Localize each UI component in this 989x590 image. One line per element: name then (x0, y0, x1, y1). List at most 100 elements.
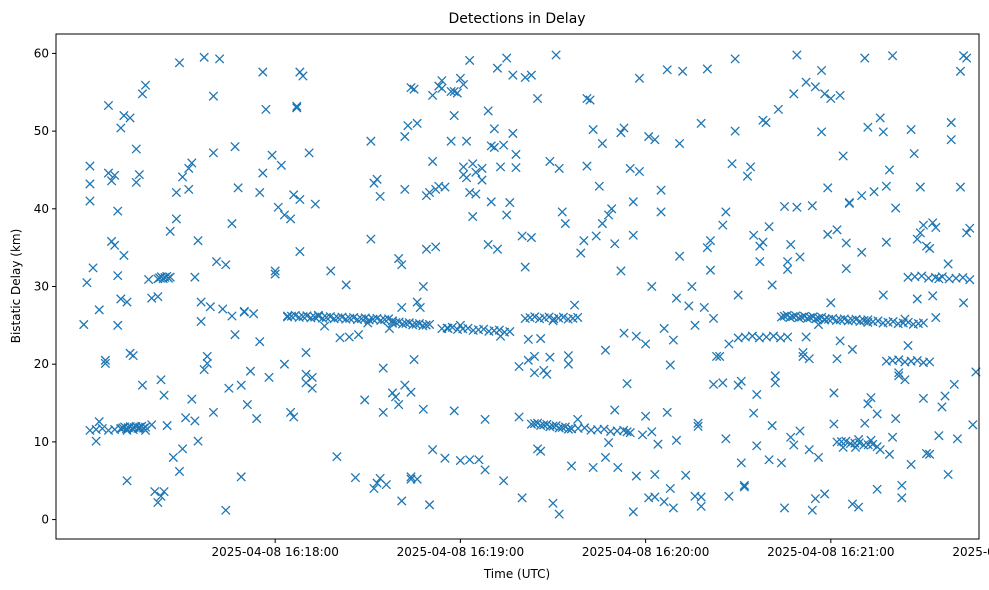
data-point-marker (912, 355, 922, 366)
data-point-marker (372, 174, 382, 184)
data-point-marker (273, 202, 283, 212)
data-point-marker (603, 438, 614, 448)
data-point-marker (796, 312, 807, 322)
data-point-marker (934, 431, 944, 441)
data-point-marker (156, 491, 166, 501)
data-point-marker (91, 436, 101, 446)
data-point-marker (582, 161, 592, 171)
data-point-marker (332, 451, 342, 462)
data-point-marker (819, 489, 830, 499)
data-point-marker (798, 351, 808, 362)
x-tick-label: 2025-04-08 16:18:00 (211, 545, 338, 559)
data-point-marker (786, 239, 796, 250)
data-point-marker (307, 372, 317, 383)
data-point-marker (606, 204, 617, 214)
data-point-marker (461, 136, 472, 146)
data-point-marker (931, 312, 941, 323)
data-point-marker (767, 420, 777, 431)
y-tick-label: 40 (34, 202, 49, 216)
data-point-marker (789, 440, 799, 450)
data-point-marker (872, 484, 882, 494)
data-point-marker (289, 190, 299, 200)
y-tick-label: 10 (34, 435, 49, 449)
data-point-marker (684, 301, 694, 311)
data-point-marker (566, 461, 577, 471)
data-point-marker (109, 240, 120, 250)
data-point-marker (835, 90, 845, 101)
data-point-marker (378, 363, 388, 373)
data-point-marker (884, 449, 895, 459)
data-point-marker (708, 313, 719, 324)
data-point-marker (847, 344, 858, 355)
data-point-marker (285, 214, 296, 224)
data-point-marker (502, 210, 512, 220)
data-point-marker (702, 242, 713, 253)
data-point-marker (558, 312, 569, 322)
data-point-marker (298, 71, 308, 81)
data-point-marker (887, 51, 898, 61)
data-point-marker (616, 266, 626, 276)
data-point-marker (526, 232, 537, 243)
data-point-marker (569, 300, 580, 310)
data-point-marker (696, 118, 706, 129)
data-point-marker (807, 201, 817, 211)
data-point-marker (563, 424, 574, 434)
data-point-marker (696, 492, 706, 502)
data-point-marker (498, 476, 509, 486)
data-point-marker (748, 408, 759, 418)
data-point-marker (125, 113, 135, 123)
data-point-marker (502, 53, 512, 63)
data-point-marker (802, 313, 813, 324)
data-point-marker (727, 159, 737, 169)
data-point-marker (924, 449, 935, 459)
y-tick-label: 30 (34, 280, 49, 294)
data-point-marker (869, 187, 879, 197)
data-point-marker (208, 148, 219, 158)
data-point-marker (171, 214, 182, 224)
data-point-marker (736, 376, 746, 386)
data-point-marker (258, 67, 268, 77)
data-point-marker (946, 135, 956, 145)
data-point-marker (119, 250, 129, 261)
data-point-marker (715, 351, 725, 362)
data-point-marker (520, 262, 530, 272)
data-point-marker (961, 228, 972, 238)
data-point-marker (184, 184, 194, 195)
data-point-marker (463, 323, 473, 333)
data-point-marker (292, 101, 302, 111)
data-point-marker (786, 432, 796, 442)
data-points (79, 50, 981, 519)
data-point-marker (208, 407, 219, 418)
data-point-marker (452, 88, 462, 98)
data-point-marker (131, 144, 141, 154)
chart-title: Detections in Delay (448, 11, 585, 27)
data-point-marker (779, 311, 789, 321)
data-point-marker (711, 351, 722, 362)
data-point-marker (295, 246, 305, 257)
data-point-marker (748, 230, 759, 240)
data-point-marker (545, 352, 555, 362)
data-point-marker (823, 229, 833, 240)
data-point-marker (177, 444, 188, 454)
data-point-marker (122, 297, 132, 307)
data-point-marker (397, 260, 407, 270)
data-point-marker (82, 277, 92, 288)
data-point-marker (446, 86, 456, 97)
data-point-marker (631, 471, 642, 481)
data-point-marker (644, 131, 654, 142)
data-point-marker (505, 326, 515, 337)
data-point-marker (310, 312, 320, 322)
data-point-marker (196, 316, 206, 327)
data-point-marker (390, 392, 401, 402)
data-point-marker (591, 231, 601, 241)
data-point-marker (665, 483, 675, 494)
data-point-marker (397, 302, 407, 313)
data-point-marker (455, 73, 466, 83)
data-point-marker (477, 175, 487, 185)
data-point-marker (492, 63, 503, 73)
data-point-marker (917, 271, 927, 281)
data-point-marker (588, 462, 598, 473)
data-point-marker (878, 290, 888, 300)
data-point-marker (258, 168, 268, 178)
y-axis-label: Bistatic Delay (km) (9, 229, 23, 344)
